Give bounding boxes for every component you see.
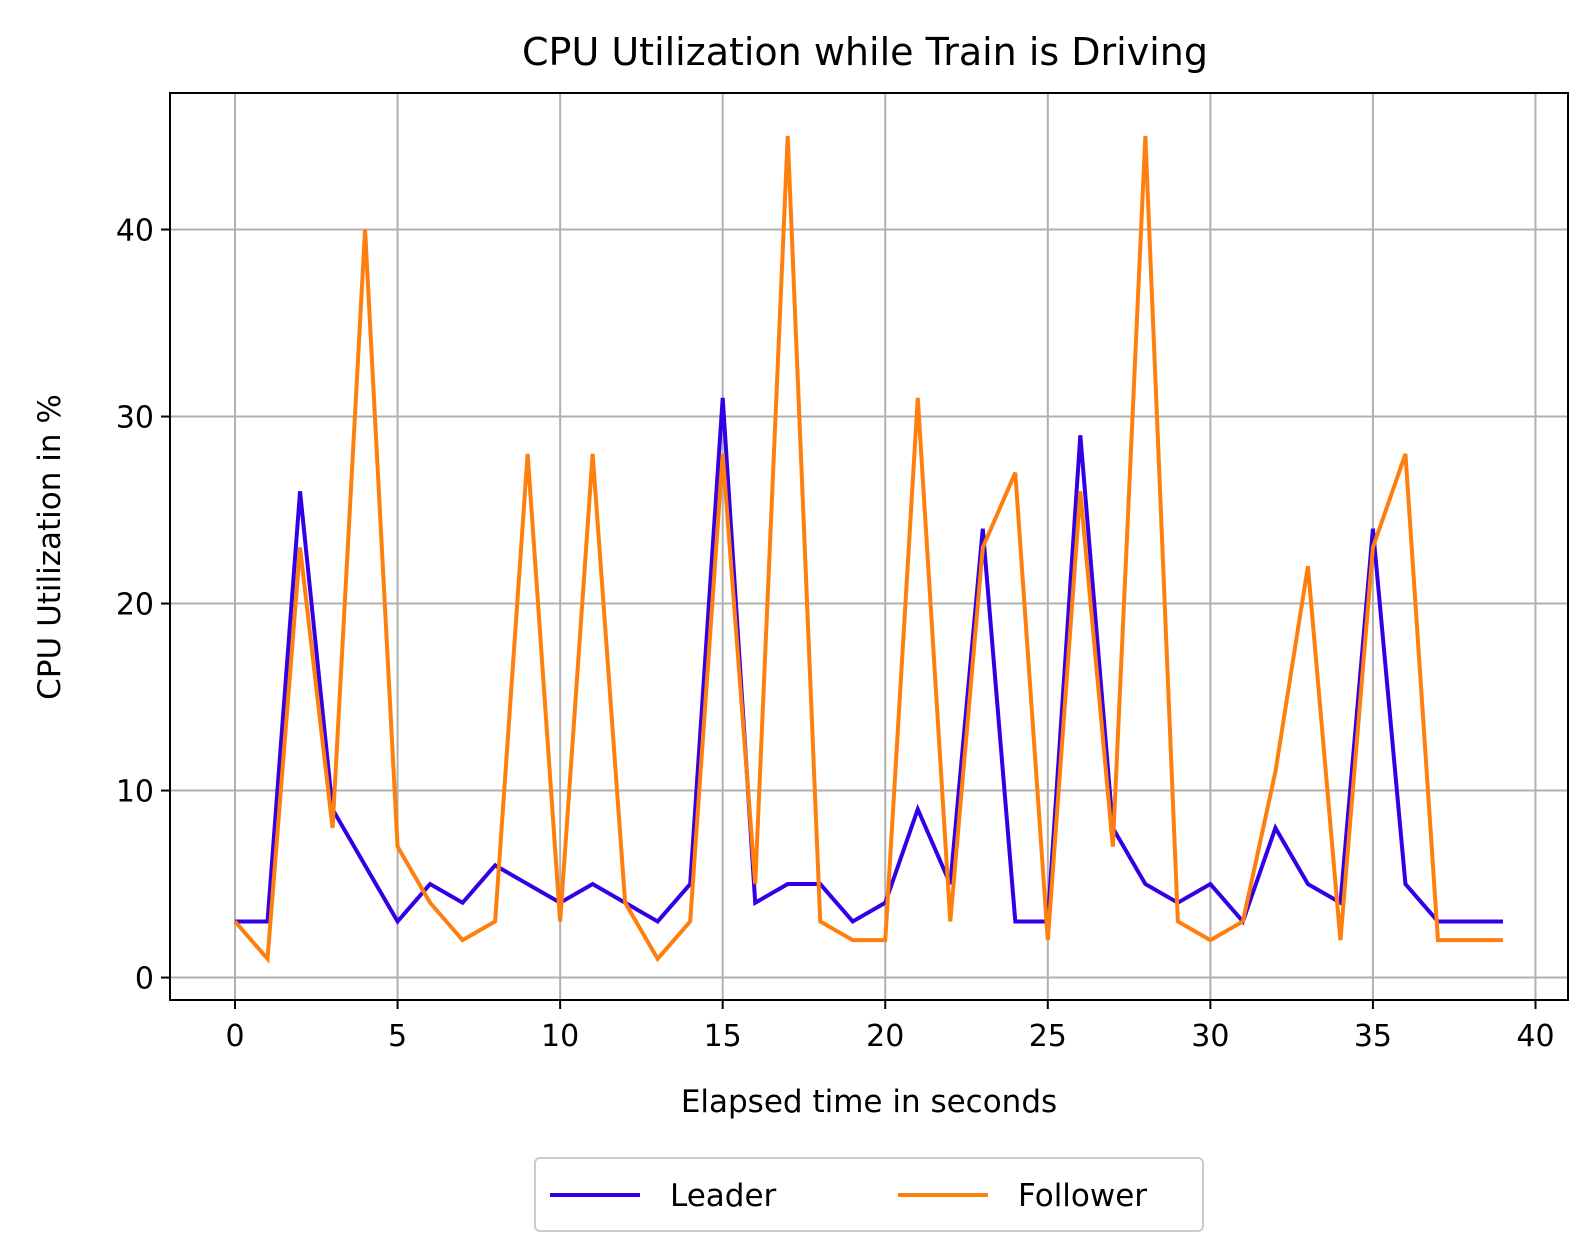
x-axis-label: Elapsed time in seconds [681,1084,1057,1120]
y-axis-ticks: 0 10 20 30 40 [116,214,170,997]
legend-label-follower: Follower [1018,1178,1147,1214]
y-tick-label: 10 [116,775,154,810]
legend: Leader Follower [534,1157,1204,1232]
x-tick-label: 0 [225,1019,244,1054]
legend-frame [534,1157,1204,1232]
legend-label-leader: Leader [670,1178,777,1214]
x-axis-ticks: 0 5 10 15 20 25 30 35 40 [225,1000,1555,1054]
grid-lines [170,93,1568,1000]
series-line-leader [235,397,1503,926]
y-tick-label: 30 [116,401,154,436]
y-axis-label: CPU Utilization in % [32,394,68,700]
plot-frame [169,92,1569,1001]
x-tick-label: 15 [704,1019,742,1054]
y-tick-label: 40 [116,214,154,249]
x-tick-label: 5 [388,1019,407,1054]
series-line-follower [233,135,1503,964]
x-tick-label: 20 [866,1019,904,1054]
series-lines [233,135,1503,964]
x-tick-label: 25 [1029,1019,1067,1054]
x-tick-label: 10 [541,1019,579,1054]
x-tick-label: 30 [1191,1019,1229,1054]
y-tick-label: 20 [116,588,154,623]
chart-title: CPU Utilization while Train is Driving [522,30,1208,74]
x-tick-label: 35 [1354,1019,1392,1054]
x-tick-label: 40 [1516,1019,1554,1054]
y-tick-label: 0 [135,962,154,997]
